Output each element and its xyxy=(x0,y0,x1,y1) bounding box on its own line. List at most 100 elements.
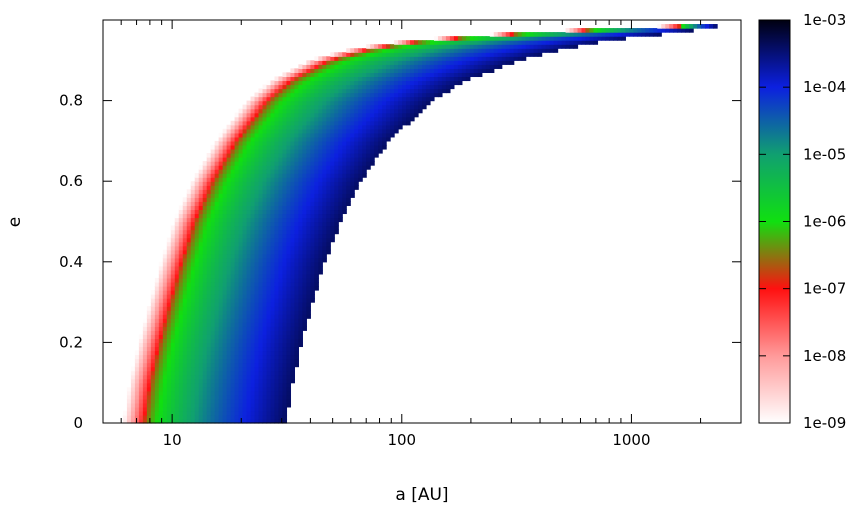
heatmap-cell xyxy=(274,80,280,86)
heatmap-cell xyxy=(138,410,144,416)
heatmap-cell xyxy=(258,358,264,364)
heatmap-cell xyxy=(298,209,303,215)
heatmap-cell xyxy=(210,229,216,235)
heatmap-cell xyxy=(234,285,240,291)
heatmap-cell xyxy=(621,36,626,41)
heatmap-cell xyxy=(302,237,307,243)
heatmap-cell xyxy=(262,237,268,243)
heatmap-cell xyxy=(166,386,172,392)
heatmap-cell xyxy=(418,84,423,90)
heatmap-cell xyxy=(326,128,331,134)
heatmap-cell xyxy=(254,120,260,126)
heatmap-cell xyxy=(286,120,292,126)
heatmap-cell xyxy=(282,342,288,348)
heatmap-cell xyxy=(150,326,156,331)
heatmap-cell xyxy=(222,382,228,388)
heatmap-cell xyxy=(282,334,288,339)
heatmap-cell xyxy=(314,56,319,61)
heatmap-cell xyxy=(238,225,244,231)
heatmap-cell xyxy=(194,386,200,392)
heatmap-cell xyxy=(290,76,295,82)
heatmap-cell xyxy=(437,72,443,78)
heatmap-cell xyxy=(477,36,483,41)
heatmap-cell xyxy=(278,116,284,122)
heatmap-cell xyxy=(302,197,307,202)
heatmap-cell xyxy=(214,330,220,335)
heatmap-cell xyxy=(278,88,284,94)
heatmap-cell xyxy=(354,152,359,158)
heatmap-cell xyxy=(206,233,212,239)
heatmap-cell xyxy=(206,152,212,158)
heatmap-cell xyxy=(210,418,216,424)
heatmap-cell xyxy=(138,394,144,400)
heatmap-cell xyxy=(202,310,208,315)
heatmap-cell xyxy=(453,68,459,73)
heatmap-cell xyxy=(433,48,439,53)
heatmap-cell xyxy=(410,96,415,102)
heatmap-cell xyxy=(326,72,331,78)
heatmap-cell xyxy=(310,265,315,271)
heatmap-cell xyxy=(334,221,339,227)
heatmap-cell xyxy=(222,318,228,323)
heatmap-cell xyxy=(370,144,375,150)
heatmap-cell xyxy=(278,84,284,90)
heatmap-cell xyxy=(286,229,292,235)
heatmap-cell xyxy=(218,338,224,343)
heatmap-cell xyxy=(294,350,299,356)
heatmap-cell xyxy=(362,112,367,118)
heatmap-cell xyxy=(294,76,299,82)
heatmap-cell xyxy=(390,88,395,94)
heatmap-cell xyxy=(294,189,299,194)
heatmap-cell xyxy=(174,306,180,311)
heatmap-cell xyxy=(234,124,240,130)
heatmap-cell xyxy=(226,338,232,343)
heatmap-cell xyxy=(306,100,311,106)
heatmap-cell xyxy=(266,322,272,327)
heatmap-cell xyxy=(266,346,272,352)
heatmap-cell xyxy=(346,136,351,142)
heatmap-cell xyxy=(298,148,303,154)
heatmap-cell xyxy=(178,410,184,416)
heatmap-cell xyxy=(258,374,264,380)
heatmap-cell xyxy=(609,28,614,33)
heatmap-cell xyxy=(326,245,331,251)
heatmap-cell xyxy=(310,76,315,82)
heatmap-cell xyxy=(326,229,331,235)
heatmap-cell xyxy=(186,193,192,198)
heatmap-cell xyxy=(226,185,232,190)
heatmap-cell xyxy=(461,68,467,73)
heatmap-cell xyxy=(198,290,204,295)
heatmap-cell xyxy=(234,370,240,376)
heatmap-cell xyxy=(302,116,307,122)
heatmap-cell xyxy=(242,382,248,388)
heatmap-cell xyxy=(226,382,232,388)
heatmap-cell xyxy=(314,148,319,154)
heatmap-cell xyxy=(178,205,184,211)
y-axis: 00.20.40.60.8 xyxy=(59,92,741,432)
heatmap-cell xyxy=(370,80,375,86)
heatmap-cell xyxy=(318,108,323,114)
heatmap-cell xyxy=(394,40,399,45)
heatmap-cell xyxy=(445,76,451,82)
heatmap-cell xyxy=(258,390,264,396)
heatmap-cell xyxy=(162,302,168,307)
heatmap-cell xyxy=(338,96,343,102)
heatmap-cell xyxy=(246,346,252,352)
heatmap-cell xyxy=(422,68,427,73)
heatmap-cell xyxy=(258,330,264,335)
heatmap-cell xyxy=(461,36,467,41)
heatmap-cell xyxy=(222,269,228,275)
heatmap-cell xyxy=(294,310,299,315)
heatmap-cell xyxy=(545,44,551,49)
heatmap-cell xyxy=(174,346,180,352)
heatmap-cell xyxy=(150,378,156,384)
heatmap-cell xyxy=(437,76,443,82)
heatmap-cell xyxy=(254,261,260,267)
heatmap-cell xyxy=(206,326,212,331)
heatmap-cell xyxy=(406,76,411,82)
heatmap-cell xyxy=(258,302,264,307)
heatmap-cell xyxy=(150,370,156,376)
heatmap-cell xyxy=(246,229,252,235)
heatmap-cell xyxy=(274,310,280,315)
heatmap-cell xyxy=(222,265,228,271)
